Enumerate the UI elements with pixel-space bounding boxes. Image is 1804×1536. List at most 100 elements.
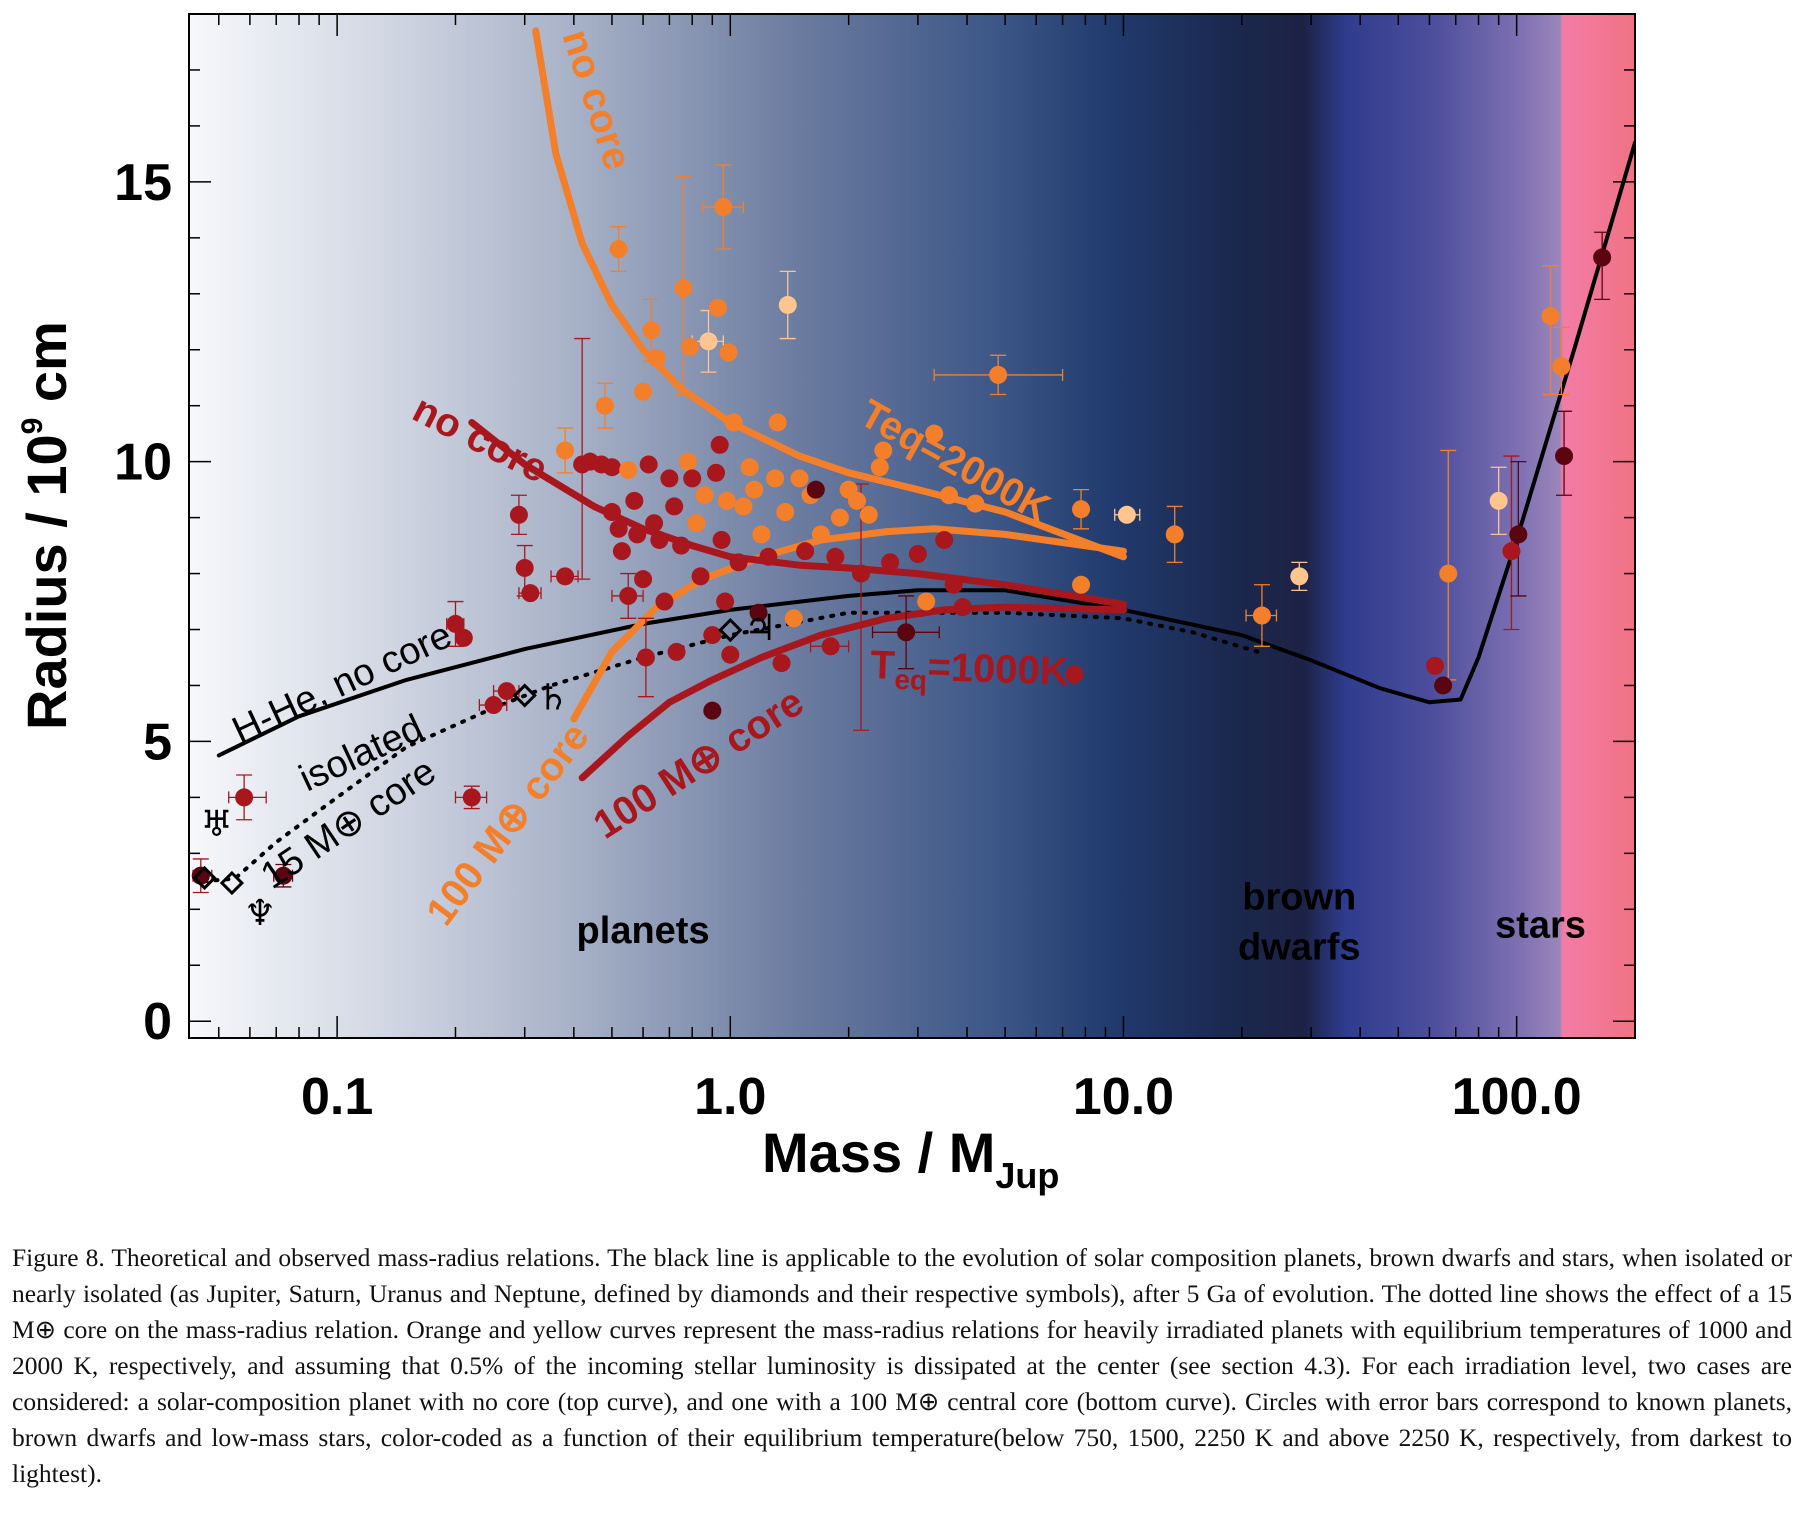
data-point [521,584,540,603]
data-point [454,628,473,647]
data-point [1065,665,1084,684]
data-point [729,553,748,572]
data-point [772,654,791,673]
data-point [881,553,900,572]
model-curve [532,27,1127,561]
data-point [734,497,753,516]
data-point [1434,676,1453,695]
data-point [462,788,481,807]
data-point [681,337,700,356]
solar-system-planets: ♃ ♄ ♅ ♆ [192,608,777,934]
data-point [1426,656,1445,675]
planet-diamond [192,865,217,891]
data-point [699,332,718,351]
data-point [446,614,465,633]
planet-diamond [219,870,245,896]
data-point [847,491,866,510]
data-point [484,696,503,715]
data-point [1072,500,1091,519]
data-point [609,519,628,538]
data-point [708,298,727,317]
data-point [1552,357,1571,376]
planet-diamond [718,617,743,643]
data-point [687,514,706,533]
data-point [509,505,528,524]
data-point [749,603,768,622]
planet-symbol: ♄ [537,678,569,719]
plot-frame [188,13,1636,1039]
data-point [1593,248,1612,267]
data-points [191,198,1612,885]
y-tick-label: 5 [143,713,172,771]
x-tick-label: 100.0 [1452,1068,1582,1126]
data-point [660,469,679,488]
data-point [778,295,797,314]
data-point [830,508,849,527]
data-point [1541,307,1560,326]
data-point [821,637,840,656]
data-point [759,547,778,566]
model-curve [578,603,1127,782]
data-point [776,503,795,522]
data-point [683,469,702,488]
region-label: brown [1242,876,1356,918]
data-point [1290,567,1309,586]
data-point [811,525,830,544]
region-label: dwarfs [1238,927,1360,969]
planet-diamond [512,683,537,708]
data-point [1489,491,1508,510]
region-label: stars [1495,904,1586,946]
data-point [768,413,787,432]
data-point [703,626,722,645]
planet-symbol: ♅ [201,804,233,845]
data-point [556,441,575,460]
data-point [716,592,735,611]
data-point [784,609,803,628]
data-point [935,530,954,549]
y-tick-label: 0 [143,993,172,1051]
data-point [717,491,736,510]
data-point [595,396,614,415]
data-point [691,567,710,586]
model-curves [202,27,1635,884]
data-point [953,598,972,617]
data-point [745,480,764,499]
data-point [917,592,936,611]
data-point [556,567,575,586]
data-point [712,530,731,549]
data-point [966,494,985,513]
data-point [740,458,759,477]
data-point [940,486,959,505]
data-point [639,455,658,474]
data-point [1555,447,1574,466]
data-point [790,469,809,488]
x-axis-title: Mass / MJup [762,1121,1059,1196]
data-point [602,503,621,522]
model-curve [570,525,1127,723]
data-point [674,279,693,298]
data-point [636,648,655,667]
data-point [625,491,644,510]
data-point [274,866,293,885]
data-point [642,321,661,340]
data-point [647,349,666,368]
data-point [1117,505,1136,524]
data-point [796,542,815,561]
data-point [667,642,686,661]
data-point [609,240,628,259]
data-point [925,424,944,443]
model-curve [468,419,1127,608]
data-point [1165,525,1184,544]
y-axis-title: Radius / 109 cm [15,321,78,730]
region-label: planets [577,910,710,952]
data-point [719,343,738,362]
data-point [695,486,714,505]
data-point [655,592,674,611]
figure-caption: Figure 8. Theoretical and observed mass-… [12,1243,1792,1488]
data-point [710,435,729,454]
data-point [766,469,785,488]
data-point [826,547,845,566]
data-point [908,544,927,563]
data-point [628,525,647,544]
